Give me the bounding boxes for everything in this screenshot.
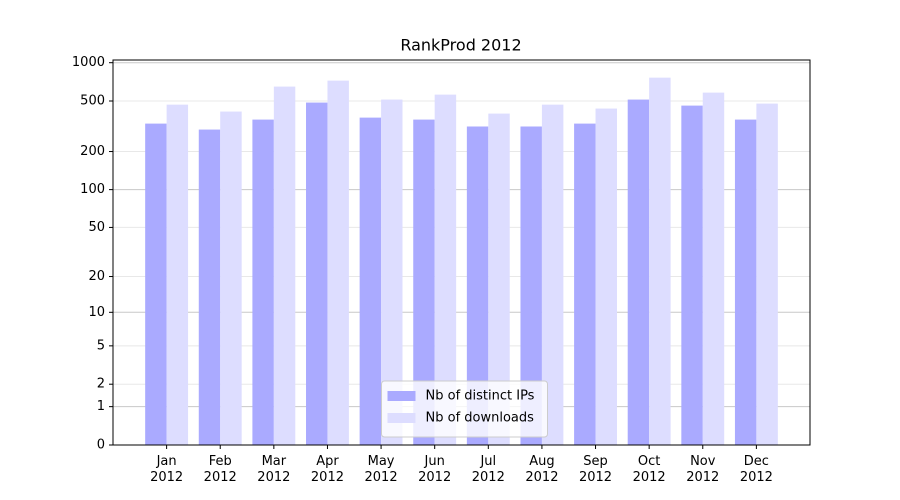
bar [306, 102, 328, 445]
bar [488, 113, 510, 445]
y-tick-label: 200 [80, 144, 105, 159]
bar [145, 123, 167, 445]
x-tick-label: Sep 2012 [579, 454, 612, 485]
x-tick-label: Oct 2012 [633, 454, 666, 485]
x-tick-label: Feb 2012 [204, 454, 237, 485]
x-tick-label: Dec 2012 [740, 454, 773, 485]
bar [359, 117, 382, 446]
y-tick-label: 20 [88, 269, 105, 284]
y-tick-label: 1000 [72, 55, 105, 70]
y-tick-label: 100 [80, 182, 105, 197]
y-tick-label: 5 [97, 338, 105, 353]
bar [413, 119, 435, 446]
bar [466, 126, 489, 446]
chart-title: RankProd 2012 [400, 36, 521, 55]
bar [220, 111, 242, 446]
x-tick-label: Jul 2012 [472, 454, 505, 485]
legend-swatch [387, 413, 416, 423]
bar [520, 126, 542, 446]
bar [541, 104, 564, 445]
y-tick-label: 10 [88, 305, 105, 320]
bar [434, 94, 457, 446]
bar [681, 105, 703, 445]
bar [702, 92, 725, 446]
x-tick-label: Mar 2012 [257, 454, 290, 485]
bar [734, 119, 757, 446]
bar [381, 99, 403, 446]
bar [198, 129, 221, 446]
legend-label: Nb of downloads [426, 411, 535, 426]
x-tick-label: Apr 2012 [311, 454, 344, 485]
x-tick-label: Nov 2012 [686, 454, 719, 485]
plot-frame [112, 59, 811, 446]
bar [627, 99, 650, 446]
bar [327, 80, 349, 445]
x-tick-label: Jun 2012 [418, 454, 451, 485]
bar [595, 108, 617, 445]
bar [649, 77, 671, 445]
x-tick-label: Aug 2012 [525, 454, 558, 485]
y-tick-label: 2 [97, 377, 105, 392]
bar [273, 86, 296, 445]
x-tick-label: May 2012 [365, 454, 398, 485]
legend-label: Nb of distinct IPs [426, 389, 535, 404]
bar [166, 104, 189, 445]
bar [756, 103, 778, 446]
bar [574, 123, 596, 445]
y-tick-label: 0 [97, 438, 105, 453]
y-tick-label: 50 [88, 220, 105, 235]
y-tick-label: 500 [80, 93, 105, 108]
y-tick-label: 1 [97, 399, 105, 414]
bar [252, 119, 274, 446]
legend-box [381, 380, 548, 438]
legend-swatch [387, 391, 416, 401]
x-tick-label: Jan 2012 [150, 454, 183, 485]
